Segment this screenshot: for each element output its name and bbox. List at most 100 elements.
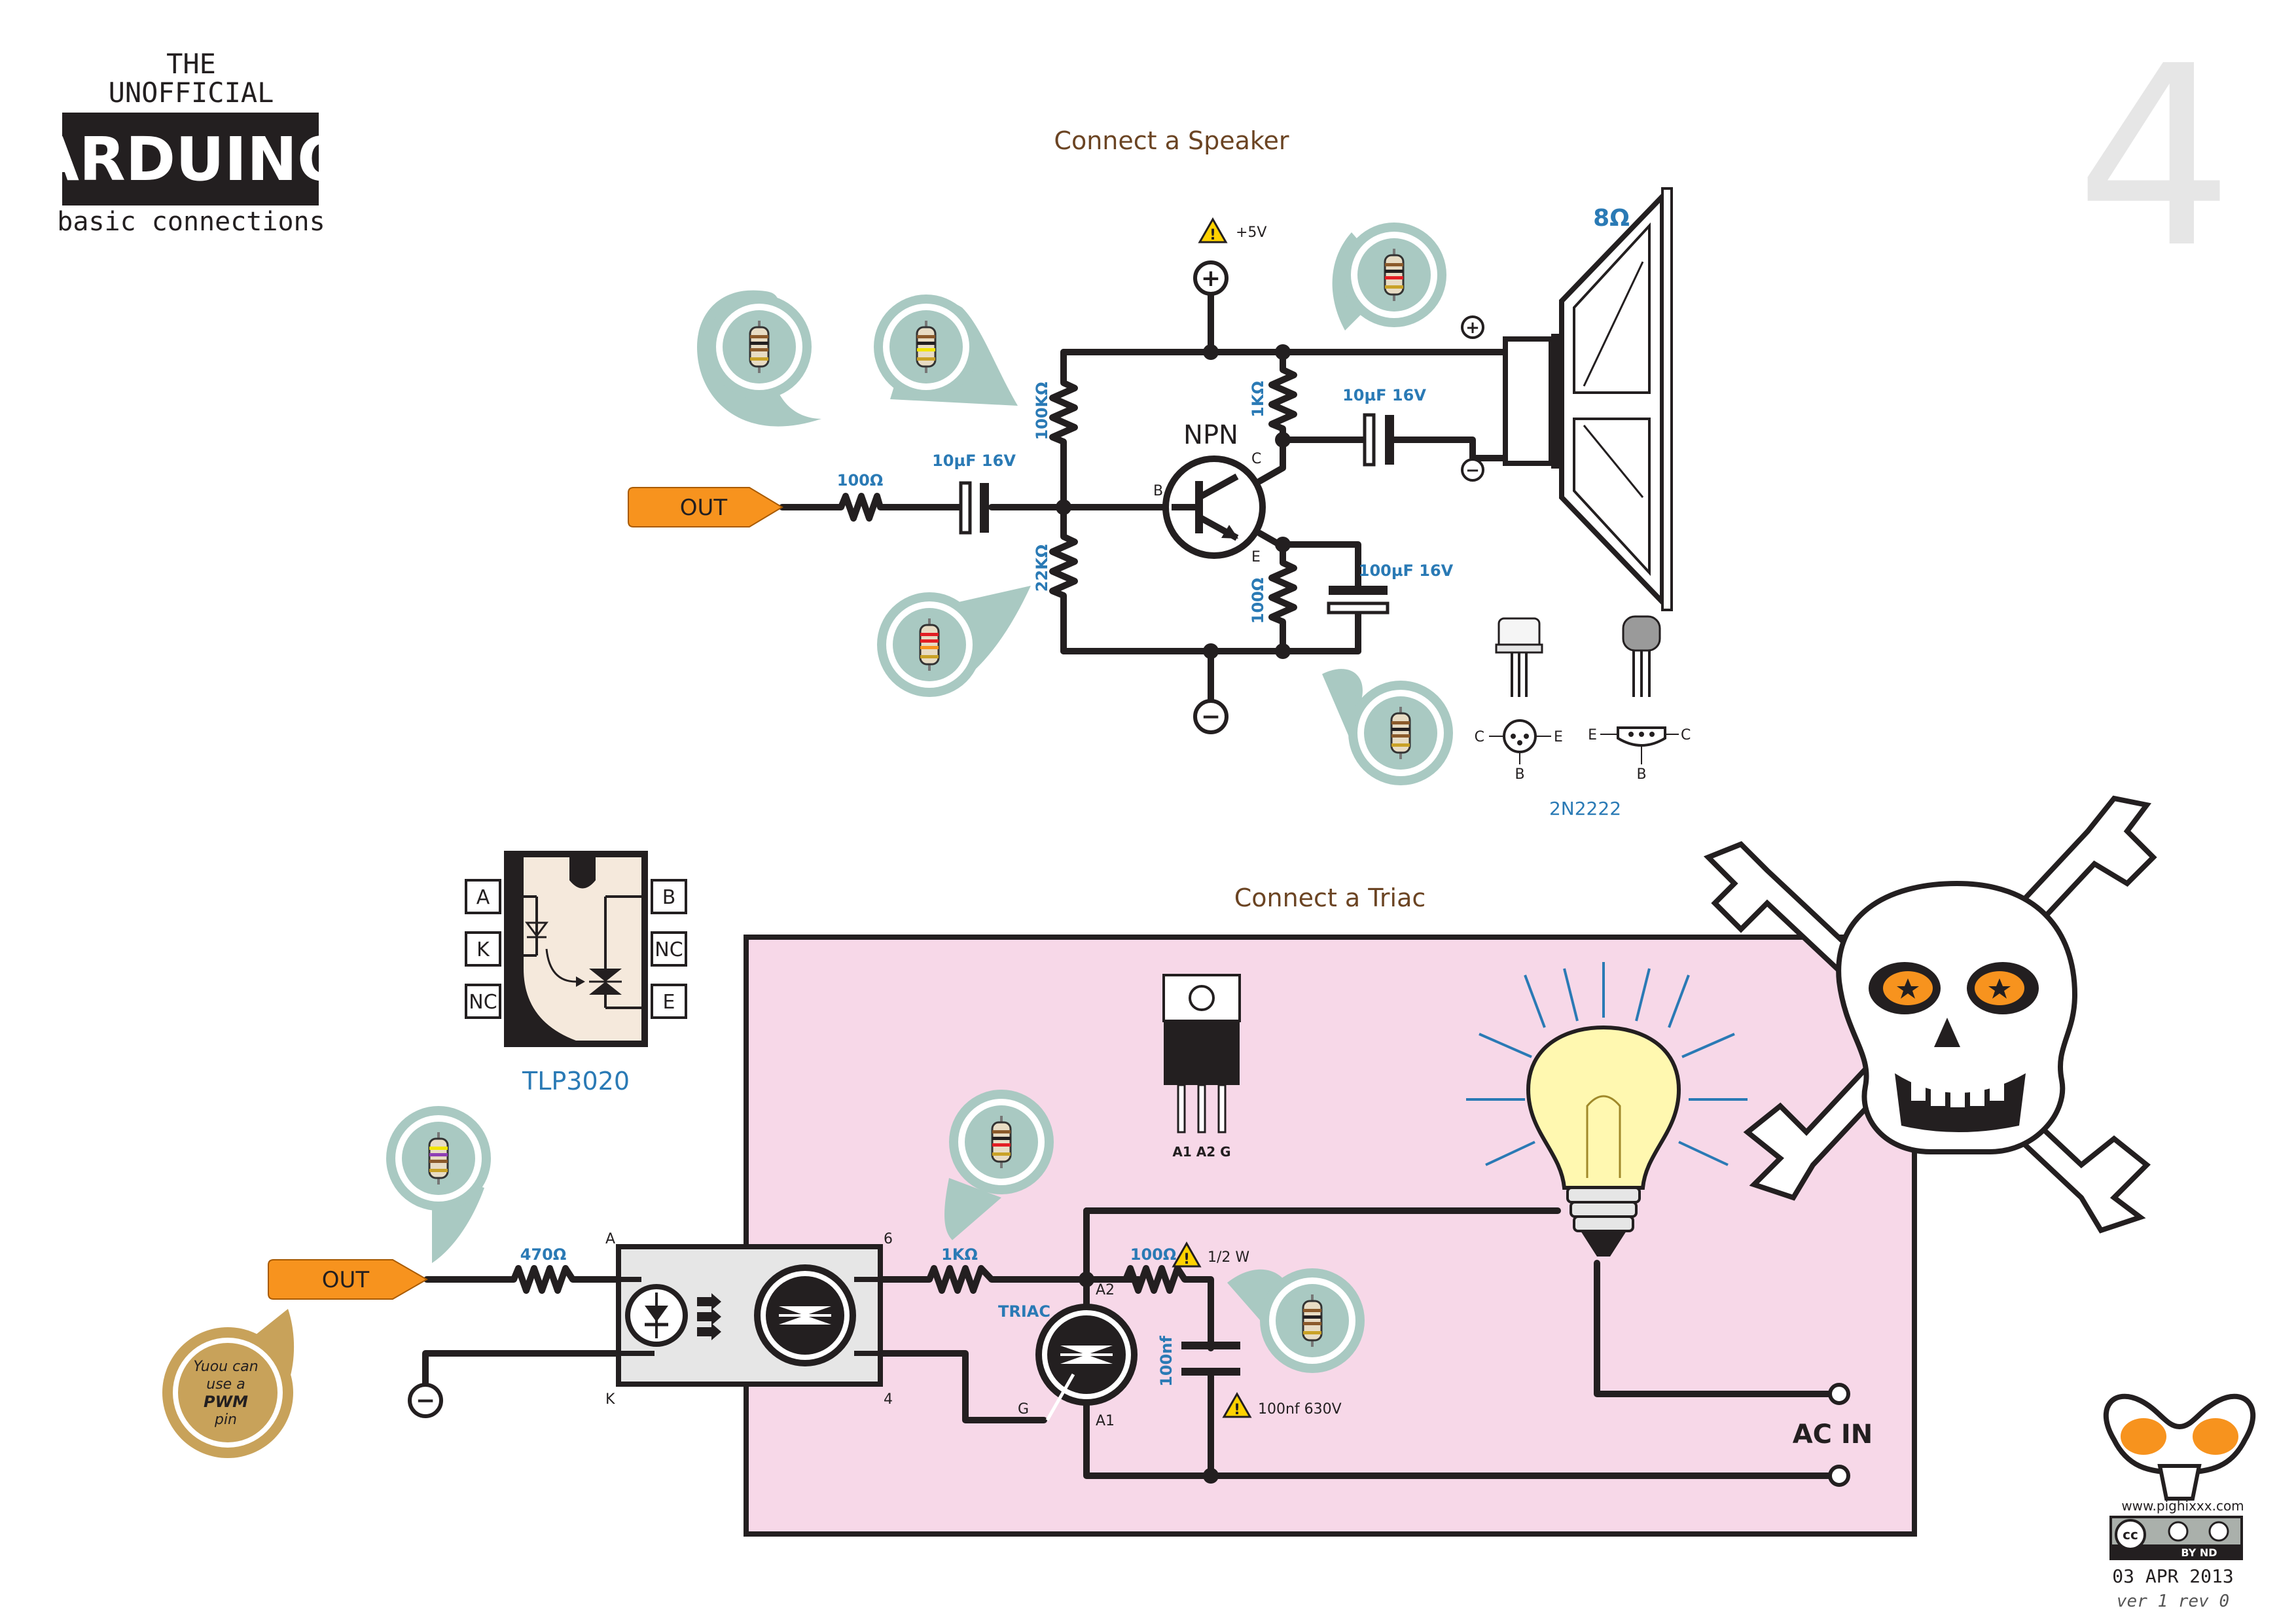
- resistor-1k: [1268, 366, 1297, 432]
- ac-terminal: [1828, 1383, 1850, 1405]
- capacitor-snubber: [1181, 1342, 1240, 1376]
- pinout-c-label: C: [1475, 729, 1484, 745]
- resistor-470ohm: [511, 1265, 576, 1294]
- resistor-bubble: [877, 586, 1031, 697]
- value-r-snubber: 100Ω: [1130, 1245, 1177, 1264]
- svg-text:!: !: [1234, 1402, 1240, 1418]
- capacitor-emitter: [1327, 586, 1390, 615]
- tlp-pin-right-2: NC: [655, 938, 683, 961]
- resistor-100ohm-emitter: [1268, 560, 1297, 625]
- pwm-note-line3: PWM: [204, 1393, 248, 1411]
- header-line2: UNOFFICIAL: [109, 77, 274, 109]
- warning-icon: [1172, 1241, 1202, 1268]
- tlp-pin-right-3: E: [663, 991, 675, 1014]
- value-r-emitter: 100Ω: [1249, 578, 1267, 624]
- website: www.pighixxx.com: [2121, 1498, 2244, 1514]
- resistor-100ohm-snubber: [1122, 1265, 1188, 1294]
- resistor-100k: [1049, 380, 1078, 445]
- junction-dot: [1275, 344, 1291, 360]
- resistor-100ohm-input: [838, 493, 884, 522]
- ac-terminal: [1828, 1465, 1850, 1487]
- header-line1: THE: [166, 48, 216, 80]
- triac-section-title: Connect a Triac: [1234, 883, 1426, 912]
- svg-text:+: +: [1201, 265, 1221, 292]
- svg-text:+: +: [1465, 318, 1480, 338]
- optocoupler-block: [616, 1244, 883, 1387]
- junction-dot: [1275, 537, 1291, 552]
- speaker-section-title: Connect a Speaker: [1054, 126, 1289, 155]
- pinout-top-view-metal: [1489, 719, 1551, 764]
- header-subtitle: basic connections: [57, 207, 325, 237]
- brand-title: ARDUINO: [33, 124, 349, 194]
- resistor-1k-gate: [926, 1265, 994, 1294]
- resistor-bubble: [1332, 223, 1446, 330]
- pwm-note-line4: pin: [214, 1412, 237, 1428]
- pin-b-label: B: [1153, 483, 1163, 499]
- junction-dot: [1079, 1272, 1094, 1287]
- tlp3020-name: TLP3020: [522, 1067, 630, 1096]
- triac-symbol: [1035, 1304, 1138, 1421]
- resistor-bubble: [944, 1090, 1054, 1240]
- header: THE UNOFFICIAL ARDUINO basic connections…: [33, 12, 2234, 302]
- tlp-pin-left-2: K: [476, 938, 490, 961]
- value-r-gate: 1KΩ: [941, 1245, 978, 1264]
- pinout-e-label: E: [1554, 729, 1563, 745]
- junction-dot: [1275, 432, 1291, 448]
- creative-commons-badge: cc BY ND: [2109, 1516, 2243, 1560]
- to92-plastic-package: [1622, 615, 1661, 697]
- value-c-snubber: 100nf: [1157, 1336, 1175, 1387]
- package-name: 2N2222: [1549, 798, 1621, 819]
- npn-transistor-symbol: [1162, 455, 1266, 559]
- pinout-e-label-plastic: E: [1588, 727, 1597, 743]
- pin-c-label: C: [1251, 451, 1261, 467]
- junction-dot: [1203, 643, 1219, 659]
- opto-pin-4: 4: [884, 1391, 893, 1408]
- out-tag-speaker: OUT: [628, 487, 783, 527]
- triac-pin-g: G: [1018, 1401, 1029, 1418]
- supply-voltage-label: +5V: [1236, 224, 1266, 241]
- resistor-22k: [1049, 533, 1078, 599]
- capacitor-input: [959, 481, 989, 535]
- capacitor-output: [1363, 413, 1394, 467]
- pighixxx-logo-icon: [2103, 1393, 2256, 1501]
- page-number: 4: [2075, 12, 2234, 302]
- triac-section: Connect a Triac: [162, 883, 1917, 1537]
- value-r-collector: 1KΩ: [1249, 381, 1267, 418]
- speaker-impedance: 8Ω: [1593, 205, 1630, 232]
- license-label: BY ND: [2181, 1546, 2217, 1559]
- supply-plus-terminal: +: [1193, 260, 1229, 296]
- value-r-input: 100Ω: [837, 471, 884, 490]
- resistor-bubble: [1322, 669, 1453, 785]
- value-r-top: 100KΩ: [1033, 382, 1051, 440]
- junction-dot: [1275, 643, 1291, 659]
- out-label-speaker: OUT: [680, 495, 728, 521]
- mains-voltage-panel: [744, 935, 1917, 1537]
- svg-text:−: −: [1465, 461, 1480, 480]
- speaker-plus-mark: +: [1461, 315, 1484, 339]
- footer-date: 03 APR 2013: [2112, 1565, 2233, 1587]
- resistor-bubble: [874, 294, 1018, 406]
- junction-dot: [1203, 1468, 1219, 1484]
- triac-pin-a2: A2: [1096, 1282, 1115, 1298]
- opto-pin-a: A: [605, 1231, 615, 1247]
- value-c-emitter: 100µF 16V: [1359, 562, 1454, 580]
- to220-pin-labels: A1 A2 G: [1172, 1144, 1230, 1160]
- pwm-note-line2: use a: [206, 1376, 245, 1393]
- pwm-note-bubble: Yuou can use a PWM pin: [162, 1309, 295, 1458]
- pinout-top-view-plastic: [1600, 726, 1679, 764]
- value-c-snubber-rating: 100nf 630V: [1258, 1401, 1342, 1418]
- svg-text:−: −: [1201, 704, 1221, 730]
- resistor-bubble: [386, 1106, 491, 1263]
- pwm-note-line1: Yuou can: [193, 1359, 258, 1375]
- speaker-section: Connect a Speaker: [628, 126, 1691, 819]
- speaker-minus-mark: −: [1461, 458, 1484, 482]
- value-c-output: 10µF 16V: [1342, 386, 1426, 404]
- junction-dot: [1056, 499, 1071, 515]
- pinout-b-label: B: [1515, 766, 1524, 783]
- ground-minus-terminal: −: [1193, 699, 1229, 734]
- warning-icon: [1222, 1391, 1252, 1418]
- to18-metal-package: [1495, 617, 1543, 697]
- triac-wires: [422, 1207, 1836, 1479]
- arduino-logo-box: [62, 113, 319, 205]
